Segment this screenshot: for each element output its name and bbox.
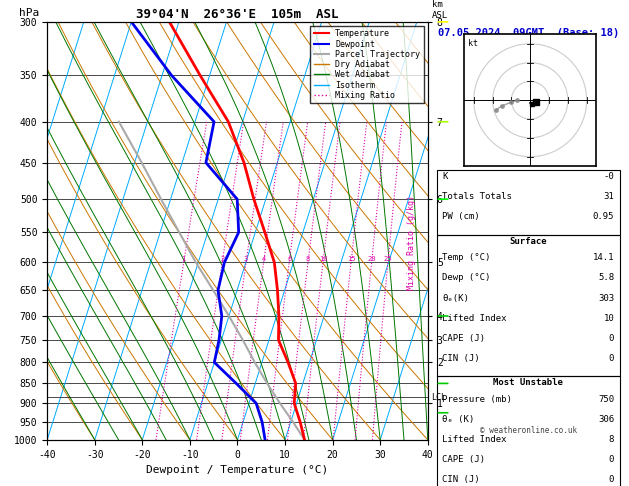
Bar xyxy=(437,235,620,376)
Text: CIN (J): CIN (J) xyxy=(442,475,480,484)
Bar xyxy=(437,170,620,235)
Text: 1: 1 xyxy=(182,257,186,262)
Text: 0: 0 xyxy=(609,475,614,484)
Text: -0: -0 xyxy=(603,173,614,181)
Text: 303: 303 xyxy=(598,294,614,303)
Text: 3: 3 xyxy=(244,257,248,262)
Text: Dewp (°C): Dewp (°C) xyxy=(442,274,491,282)
Legend: Temperature, Dewpoint, Parcel Trajectory, Dry Adiabat, Wet Adiabat, Isotherm, Mi: Temperature, Dewpoint, Parcel Trajectory… xyxy=(310,26,423,103)
Text: Surface: Surface xyxy=(509,237,547,246)
Text: Temp (°C): Temp (°C) xyxy=(442,253,491,262)
Text: 306: 306 xyxy=(598,415,614,424)
X-axis label: Dewpoint / Temperature (°C): Dewpoint / Temperature (°C) xyxy=(147,465,328,475)
Text: 25: 25 xyxy=(384,257,392,262)
Text: 10: 10 xyxy=(319,257,327,262)
Text: 0: 0 xyxy=(609,455,614,464)
Text: 20: 20 xyxy=(367,257,376,262)
Text: 31: 31 xyxy=(603,192,614,201)
Text: CAPE (J): CAPE (J) xyxy=(442,455,486,464)
Text: K: K xyxy=(442,173,448,181)
Text: 750: 750 xyxy=(598,395,614,404)
Text: Lifted Index: Lifted Index xyxy=(442,313,507,323)
Text: 5.8: 5.8 xyxy=(598,274,614,282)
Text: CIN (J): CIN (J) xyxy=(442,354,480,363)
Text: Mixing Ratio (g/kg): Mixing Ratio (g/kg) xyxy=(408,195,416,291)
Text: 0: 0 xyxy=(609,354,614,363)
Text: θₑ (K): θₑ (K) xyxy=(442,415,475,424)
Title: 39°04'N  26°36'E  105m  ASL: 39°04'N 26°36'E 105m ASL xyxy=(136,8,339,21)
Text: Pressure (mb): Pressure (mb) xyxy=(442,395,512,404)
Text: 8: 8 xyxy=(306,257,310,262)
Text: 6: 6 xyxy=(287,257,291,262)
Text: θₑ(K): θₑ(K) xyxy=(442,294,469,303)
Text: hPa: hPa xyxy=(19,8,39,17)
Text: Lifted Index: Lifted Index xyxy=(442,435,507,444)
Text: 2: 2 xyxy=(220,257,225,262)
Text: 14.1: 14.1 xyxy=(593,253,614,262)
Text: km
ASL: km ASL xyxy=(431,0,448,20)
Text: PW (cm): PW (cm) xyxy=(442,212,480,222)
Text: CAPE (J): CAPE (J) xyxy=(442,334,486,343)
Text: 0.95: 0.95 xyxy=(593,212,614,222)
Text: 0: 0 xyxy=(609,334,614,343)
Text: 07.05.2024  09GMT  (Base: 18): 07.05.2024 09GMT (Base: 18) xyxy=(438,28,619,38)
Text: LCL: LCL xyxy=(431,393,447,402)
Text: 15: 15 xyxy=(347,257,355,262)
Text: 10: 10 xyxy=(603,313,614,323)
Text: 4: 4 xyxy=(262,257,265,262)
Text: 8: 8 xyxy=(609,435,614,444)
Bar xyxy=(437,376,620,486)
Text: Most Unstable: Most Unstable xyxy=(493,378,563,387)
Text: Totals Totals: Totals Totals xyxy=(442,192,512,201)
Text: © weatheronline.co.uk: © weatheronline.co.uk xyxy=(480,426,577,435)
